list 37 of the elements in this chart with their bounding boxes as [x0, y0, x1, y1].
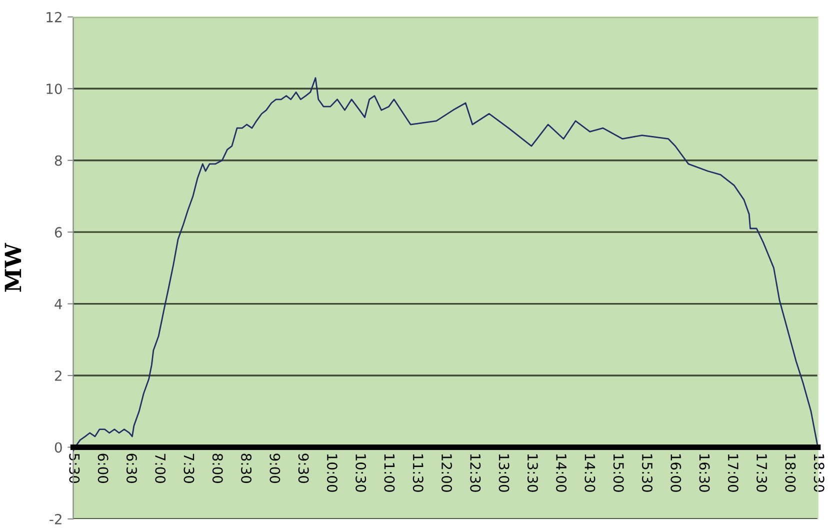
- x-tick-label: 9:00: [270, 454, 280, 484]
- x-tick-label: 5:30: [69, 454, 80, 484]
- x-tick-label: 6:30: [126, 454, 137, 484]
- x-tick-label: 16:30: [699, 454, 710, 492]
- x-tick-label: 13:30: [527, 454, 538, 492]
- x-tick-label: 17:00: [728, 454, 738, 492]
- x-tick-label: 10:30: [356, 454, 366, 492]
- y-tick-label: 2: [54, 370, 62, 381]
- y-tick-label: 10: [46, 84, 62, 94]
- y-tick-label: 8: [54, 155, 62, 166]
- y-axis-title: MW: [4, 242, 22, 292]
- x-tick-label: 16:00: [670, 454, 682, 492]
- x-tick-label: 10:00: [326, 454, 338, 492]
- y-tick-label: 0: [54, 442, 62, 453]
- x-tick-label: 7:00: [155, 454, 166, 484]
- x-tick-label: 8:00: [212, 454, 223, 484]
- y-tick-label: -2: [50, 514, 62, 524]
- y-tick-label: 12: [46, 12, 62, 22]
- x-tick-label: 17:30: [756, 454, 768, 492]
- x-tick-label: 15:30: [642, 454, 652, 492]
- x-tick-label: 12:00: [442, 454, 452, 492]
- x-tick-label: 8:30: [241, 454, 252, 484]
- y-tick-label: 6: [54, 227, 62, 238]
- x-tick-label: 18:30: [814, 454, 824, 492]
- x-tick-label: 12:30: [470, 454, 481, 492]
- x-tick-label: 7:30: [184, 454, 194, 484]
- x-tick-label: 15:00: [613, 454, 624, 492]
- x-tick-label: 9:30: [298, 454, 309, 484]
- y-tick-label: 4: [54, 298, 62, 310]
- x-tick-label: 18:00: [785, 454, 796, 492]
- x-tick-label: 14:30: [584, 454, 596, 492]
- line-series: [73, 77, 818, 452]
- x-tick-label: 14:00: [556, 454, 567, 492]
- x-tick-label: 11:00: [384, 454, 395, 492]
- x-tick-label: 6:00: [98, 454, 108, 484]
- x-tick-label: 11:30: [412, 454, 424, 492]
- x-tick-label: 13:00: [498, 454, 510, 492]
